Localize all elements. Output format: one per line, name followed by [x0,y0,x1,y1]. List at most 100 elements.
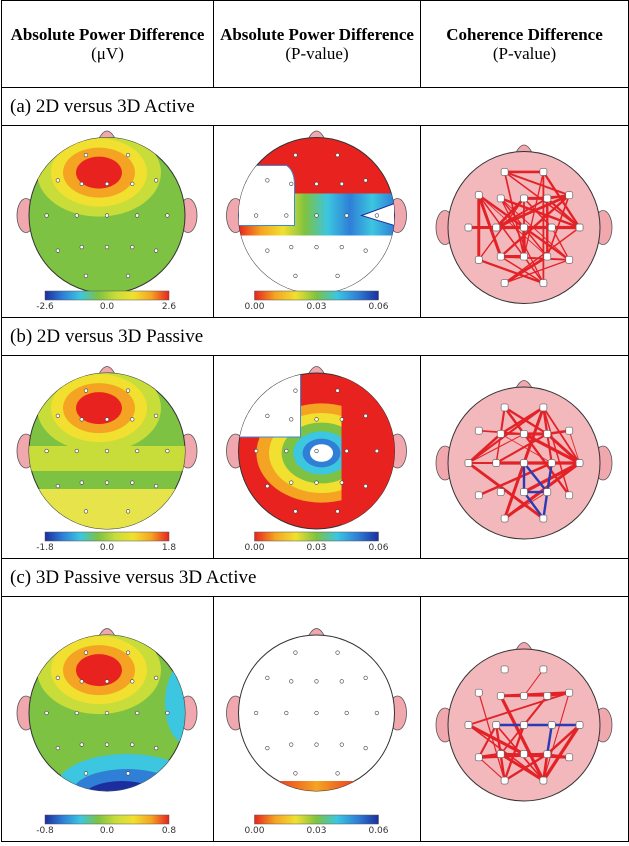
colorbar-label: 0.00 [244,302,264,312]
colorbar-label: 0.0 [100,543,115,553]
node [475,427,482,434]
colorbar-label: 2.6 [162,302,177,312]
electrode [56,676,60,680]
node [521,751,528,758]
electrode [336,274,340,278]
electrode [345,449,349,453]
node [475,192,482,199]
node [521,722,528,729]
electrode [294,510,298,514]
electrode [75,449,79,453]
electrode [315,680,319,684]
node [544,489,551,496]
map-region [239,373,301,437]
electrode [340,743,344,747]
electrode [130,743,134,747]
colorbar-label: 0.0 [100,826,115,836]
node [497,692,504,699]
node [521,195,528,202]
electrode [285,711,289,715]
node [501,280,508,287]
node [465,460,472,467]
figure-table: Absolute Power Difference(μV) Absolute P… [1,0,629,842]
node [493,224,500,231]
node [521,692,528,699]
electrode [254,449,258,453]
electrode [375,214,379,218]
page: Absolute Power Difference(μV) Absolute P… [0,0,629,846]
node [566,256,573,263]
electrode [340,418,344,422]
map-region [82,781,162,817]
node [497,489,504,496]
node [566,754,573,761]
electrode [80,481,84,485]
electrode [166,449,170,453]
electrode [289,182,293,186]
electrode [84,510,88,514]
colorbar [45,815,169,824]
electrode [126,153,130,157]
electrode [105,711,109,715]
node [521,489,528,496]
node [540,777,547,784]
electrode [105,680,109,684]
scalp-map: -0.8 0.0 0.8 [2,597,212,841]
electrode [154,414,158,418]
node [521,224,528,231]
electrode [289,481,293,485]
scalp-map: 0.000.030.06 [214,126,419,317]
electrode [135,449,139,453]
electrode [126,274,130,278]
map-region [342,373,420,529]
node [475,689,482,696]
electrode [294,274,298,278]
electrode [84,389,88,393]
electrode [315,245,319,249]
electrode [336,510,340,514]
electrode [266,179,270,183]
electrode [126,510,130,514]
figure-cell [421,356,629,559]
node [475,492,482,499]
scalp-map [421,356,627,558]
header-cell: Coherence Difference(P-value) [421,1,629,88]
electrode [130,680,134,684]
header-title: Absolute Power Difference [214,25,420,44]
electrode [364,746,368,750]
node [566,492,573,499]
node [576,224,583,231]
electrode [84,772,88,776]
electrode [56,746,60,750]
scalp-map [421,126,627,317]
electrode [285,449,289,453]
electrode [154,746,158,750]
electrode [130,418,134,422]
node [566,689,573,696]
electrode [336,772,340,776]
node [548,224,555,231]
electrode [166,214,170,218]
node [497,195,504,202]
node [493,460,500,467]
colorbar-label: -0.8 [36,826,54,836]
scalp-map [421,597,627,841]
colorbar-label: 0.03 [306,302,326,312]
electrode [266,484,270,488]
electrode [75,711,79,715]
electrode [126,651,130,655]
section-label: (c) 3D Passive versus 3D Active [2,559,629,597]
electrode [105,245,109,249]
electrode [364,676,368,680]
electrode [340,680,344,684]
electrode [375,711,379,715]
electrode [315,711,319,715]
electrode [105,214,109,218]
node [501,168,508,175]
node [497,751,504,758]
colorbar-label: 0.8 [162,826,177,836]
node [548,722,555,729]
node [521,430,528,437]
electrode [105,481,109,485]
